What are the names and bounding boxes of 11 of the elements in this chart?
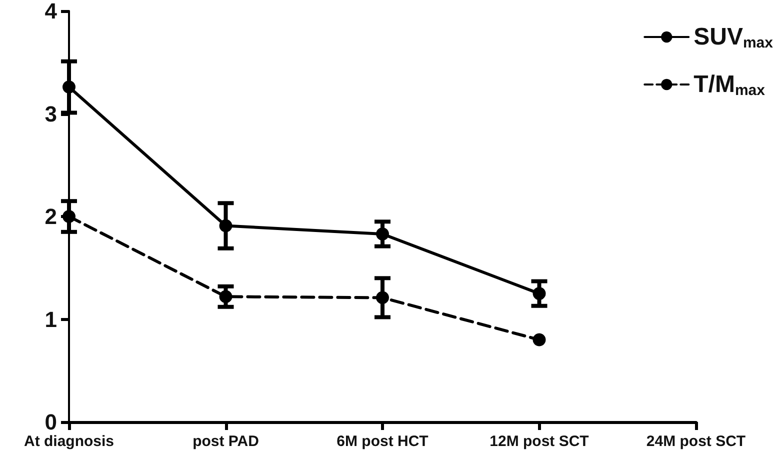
x-tick-label: 24M post SCT — [646, 433, 746, 450]
point — [532, 333, 546, 346]
y-tick-label: 1 — [44, 306, 57, 332]
x-tick-label: 12M post SCT — [490, 433, 589, 450]
y-tick-label: 2 — [44, 204, 57, 229]
x-tick-label: post PAD — [192, 433, 260, 450]
x-tick-label: 6M post HCT — [336, 433, 428, 450]
y-tick-label: 4 — [44, 0, 58, 24]
y-tick-label: 0 — [44, 410, 57, 434]
x-tick-label: At diagnosis — [24, 433, 114, 450]
y-tick-label: 3 — [44, 101, 57, 126]
